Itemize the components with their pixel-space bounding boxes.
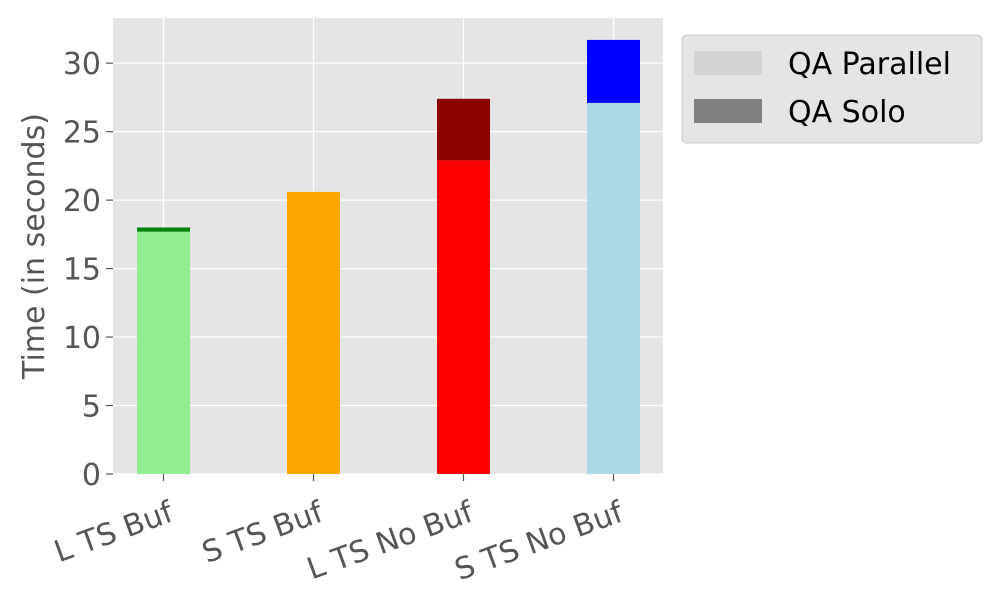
y-tick-label: 25 [63,116,101,151]
y-tick-label: 0 [82,458,101,493]
legend-label-qa-parallel: QA Parallel [788,47,951,82]
legend-swatch-qa-solo [694,99,762,123]
legend: QA Parallel QA Solo [681,34,983,144]
bar-qa-parallel-1 [287,191,340,474]
plot-area [113,18,663,474]
legend-swatch-qa-parallel [694,51,762,75]
bar-qa-parallel-3 [587,102,640,474]
y-axis-ticks: 0 5 10 15 20 25 30 [63,47,113,493]
x-tick-label: L TS No Buf [302,494,478,587]
y-tick-label: 15 [63,253,101,288]
bars [137,39,640,474]
y-tick-label: 10 [63,321,101,356]
x-tick-label: S TS No Buf [450,494,629,588]
bar-qa-parallel-2 [437,160,490,474]
y-tick-label: 20 [63,184,101,219]
bar-qa-solo-3 [587,39,640,103]
x-tick-label: L TS Buf [50,494,179,570]
y-axis-label: Time (in seconds) [17,113,52,380]
y-tick-label: 5 [82,390,101,425]
legend-label-qa-solo: QA Solo [788,95,906,130]
bar-qa-solo-0 [137,227,190,232]
y-tick-label: 30 [63,47,101,82]
bar-qa-solo-2 [437,98,490,161]
bar-qa-parallel-0 [137,231,190,474]
